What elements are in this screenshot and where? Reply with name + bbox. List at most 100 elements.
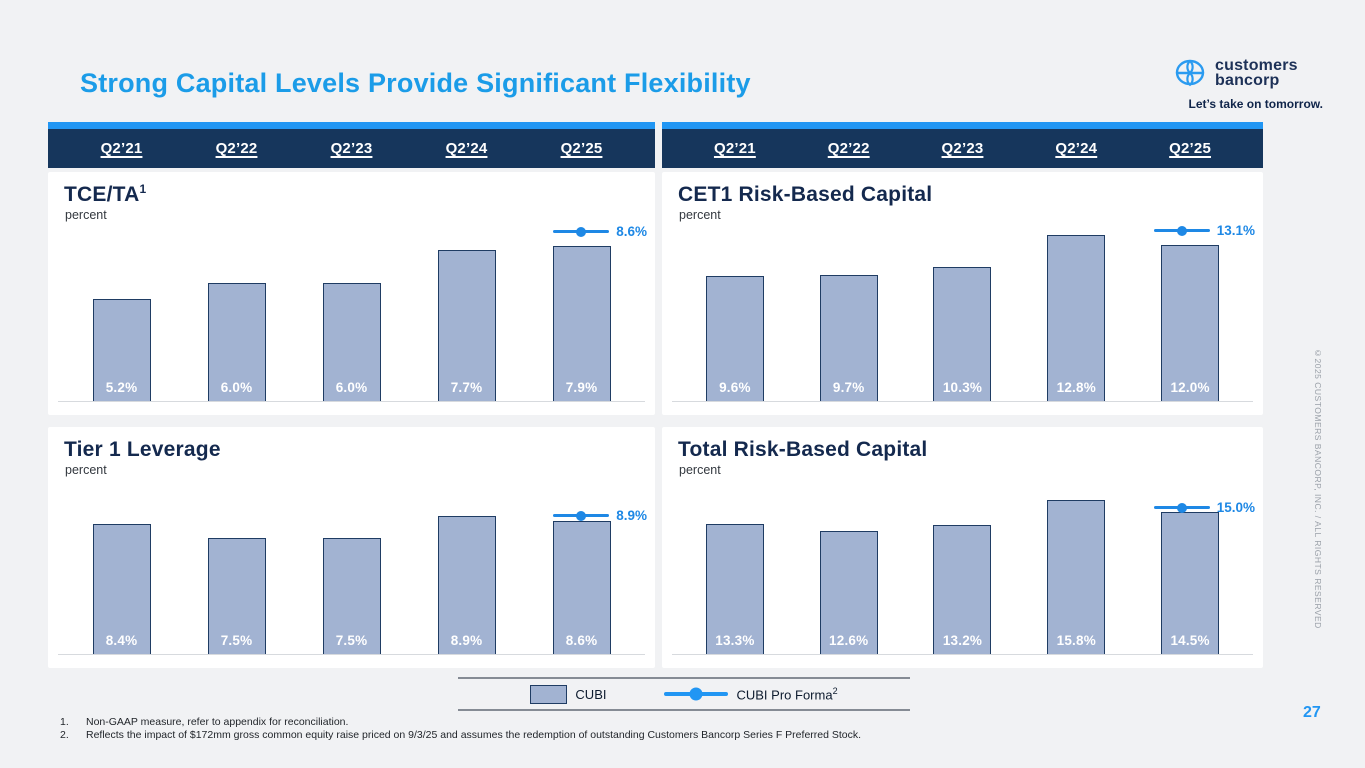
bar-Q2’21: 5.2% — [92, 298, 151, 401]
chart-title-sup: 1 — [139, 182, 147, 196]
bar-column: 13.3% — [678, 491, 792, 654]
bar-value-label: 7.5% — [220, 633, 253, 648]
quarter-label[interactable]: Q2’22 — [827, 140, 870, 157]
bar-column: 12.6% — [792, 491, 906, 654]
bar-Q2’23: 7.5% — [322, 537, 381, 654]
proforma-marker: 8.9% — [553, 508, 647, 524]
bar-Q2’25: 12.0% — [1161, 244, 1220, 401]
footnote-text: Non-GAAP measure, refer to appendix for … — [86, 716, 349, 728]
quarter-label[interactable]: Q2’25 — [1169, 140, 1212, 157]
quarter-label[interactable]: Q2’24 — [445, 140, 488, 157]
bar-Q2’24: 15.8% — [1047, 499, 1106, 654]
quarter-label[interactable]: Q2’24 — [1055, 140, 1098, 157]
quarter-label[interactable]: Q2’21 — [713, 140, 756, 157]
chart-title-text: CET1 Risk-Based Capital — [678, 183, 933, 206]
chart-title: CET1 Risk-Based Capital — [678, 182, 932, 207]
quarter-header-labels: Q2’21 Q2’22 Q2’23 Q2’24 Q2’25 — [662, 129, 1263, 168]
logo-tagline: Let’s take on tomorrow. — [1188, 97, 1323, 111]
footnote-2: 2. Reflects the impact of $172mm gross c… — [60, 729, 861, 742]
bar-value-label: 15.8% — [1056, 633, 1096, 648]
bar-column: 6.0% — [179, 228, 294, 401]
bar-value-label: 8.6% — [565, 633, 598, 648]
footnote-1: 1. Non-GAAP measure, refer to appendix f… — [60, 716, 861, 729]
proforma-label: 13.1% — [1216, 223, 1255, 239]
bar-value-label: 9.6% — [719, 380, 751, 395]
footnote-text: Reflects the impact of $172mm gross comm… — [86, 729, 862, 741]
quarter-label[interactable]: Q2’25 — [560, 140, 603, 157]
bar-Q2’25: 14.5% — [1161, 512, 1220, 654]
bar-value-label: 12.8% — [1056, 380, 1096, 395]
company-logo: customers bancorp Let’s take on tomorrow… — [1173, 58, 1323, 111]
chart-title: Tier 1 Leverage — [64, 437, 221, 462]
bar-Q2’23: 6.0% — [322, 283, 381, 401]
chart-card-cet1: CET1 Risk-Based Capital percent 9.6% 9.7%… — [662, 172, 1263, 415]
chart-title: TCE/TA1 — [64, 182, 146, 207]
bar-value-label: 5.2% — [105, 380, 138, 395]
bar-Q2’21: 13.3% — [705, 524, 764, 654]
bar-Q2’22: 12.6% — [819, 531, 878, 654]
bar-column: 14.5% — [1133, 491, 1247, 654]
bar-value-label: 12.6% — [829, 633, 869, 648]
chart-card-tier1-leverage: Tier 1 Leverage percent 8.4% 7.5% 7.5% 8.9%… — [48, 427, 655, 668]
page-title: Strong Capital Levels Provide Significan… — [80, 68, 751, 98]
chart-plot: 9.6% 9.7% 10.3% 12.8% 12.0% 13.1% — [672, 223, 1255, 402]
bar-Q2’22: 6.0% — [207, 283, 266, 401]
quarter-header-labels: Q2’21 Q2’22 Q2’23 Q2’24 Q2’25 — [48, 129, 655, 168]
bar-column: 7.7% — [409, 228, 524, 401]
proforma-label: 8.9% — [616, 508, 647, 524]
legend-proforma-label: CUBI Pro Forma2 — [736, 686, 837, 702]
chart-card-total-rbc: Total Risk-Based Capital percent 13.3% 12… — [662, 427, 1263, 668]
right-column: Q2’21 Q2’22 Q2’23 Q2’24 Q2’25 CET1 Risk-Base… — [662, 122, 1263, 668]
quarter-header-right: Q2’21 Q2’22 Q2’23 Q2’24 Q2’25 — [662, 122, 1263, 168]
bar-Q2’24: 8.9% — [437, 515, 496, 654]
proforma-marker: 13.1% — [1153, 223, 1255, 239]
quarter-label[interactable]: Q2’23 — [941, 140, 984, 157]
cubi-bar-swatch-icon — [530, 684, 568, 704]
bar-value-label: 9.7% — [832, 380, 865, 395]
quarter-label[interactable]: Q2’22 — [215, 140, 258, 157]
bar-column: 13.2% — [906, 491, 1020, 654]
chart-title-text: Total Risk-Based Capital — [678, 438, 928, 461]
quarter-label[interactable]: Q2’23 — [330, 140, 373, 157]
chart-ylabel: percent — [65, 208, 107, 222]
bar-column: 12.0% — [1133, 228, 1247, 401]
bar-Q2’24: 7.7% — [437, 249, 496, 401]
bar-Q2’24: 12.8% — [1047, 234, 1106, 401]
bar-value-label: 13.3% — [715, 633, 755, 648]
bar-column: 15.8% — [1019, 491, 1133, 654]
logo-word-customers: customers — [1215, 57, 1298, 74]
proforma-dot-icon — [1176, 225, 1187, 236]
bar-value-label: 8.4% — [105, 633, 138, 648]
bar-Q2’21: 8.4% — [92, 523, 151, 654]
quarter-header-left: Q2’21 Q2’22 Q2’23 Q2’24 Q2’25 — [48, 122, 655, 168]
bar-column: 5.2% — [64, 228, 179, 401]
bar-value-label: 7.5% — [335, 633, 368, 648]
chart-grid: Q2’21 Q2’22 Q2’23 Q2’24 Q2’25 TCE/TA1 percen… — [48, 122, 1263, 668]
bar-column: 7.5% — [294, 491, 409, 654]
chart-ylabel: percent — [679, 463, 721, 477]
footnote-number: 1. — [60, 716, 69, 728]
proforma-label: 15.0% — [1216, 500, 1255, 516]
customers-bancorp-logo-icon — [1175, 59, 1205, 87]
logo-wordmark: customers bancorp — [1215, 57, 1298, 89]
bar-value-label: 13.2% — [942, 633, 983, 648]
footnotes: 1. Non-GAAP measure, refer to appendix f… — [60, 716, 861, 742]
bar-Q2’23: 13.2% — [933, 525, 992, 654]
bar-column: 8.4% — [64, 491, 179, 654]
bar-value-label: 12.0% — [1170, 380, 1210, 395]
bar-column: 8.9% — [409, 491, 524, 654]
legend-cubi-label: CUBI — [575, 686, 607, 702]
quarter-label[interactable]: Q2’21 — [100, 140, 143, 157]
bar-Q2’23: 10.3% — [933, 267, 992, 401]
logo-word-bancorp: bancorp — [1215, 72, 1280, 89]
chart-ylabel: percent — [65, 463, 107, 477]
proforma-line-icon — [553, 510, 610, 521]
bar-Q2’22: 7.5% — [207, 537, 266, 654]
bar-value-label: 6.0% — [220, 380, 253, 395]
proforma-dot-icon — [576, 226, 587, 237]
proforma-marker: 8.6% — [553, 224, 647, 240]
chart-title-text: TCE/TA — [64, 183, 140, 206]
chart-plot: 5.2% 6.0% 6.0% 7.7% 7.9% 8.6% — [58, 224, 647, 402]
proforma-dot-icon — [576, 510, 587, 521]
chart-title-text: Tier 1 Leverage — [64, 438, 221, 461]
